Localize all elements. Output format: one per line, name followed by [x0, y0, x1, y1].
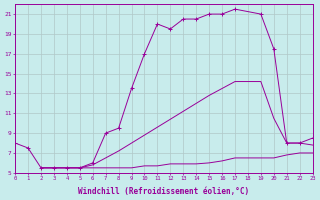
X-axis label: Windchill (Refroidissement éolien,°C): Windchill (Refroidissement éolien,°C): [78, 187, 249, 196]
